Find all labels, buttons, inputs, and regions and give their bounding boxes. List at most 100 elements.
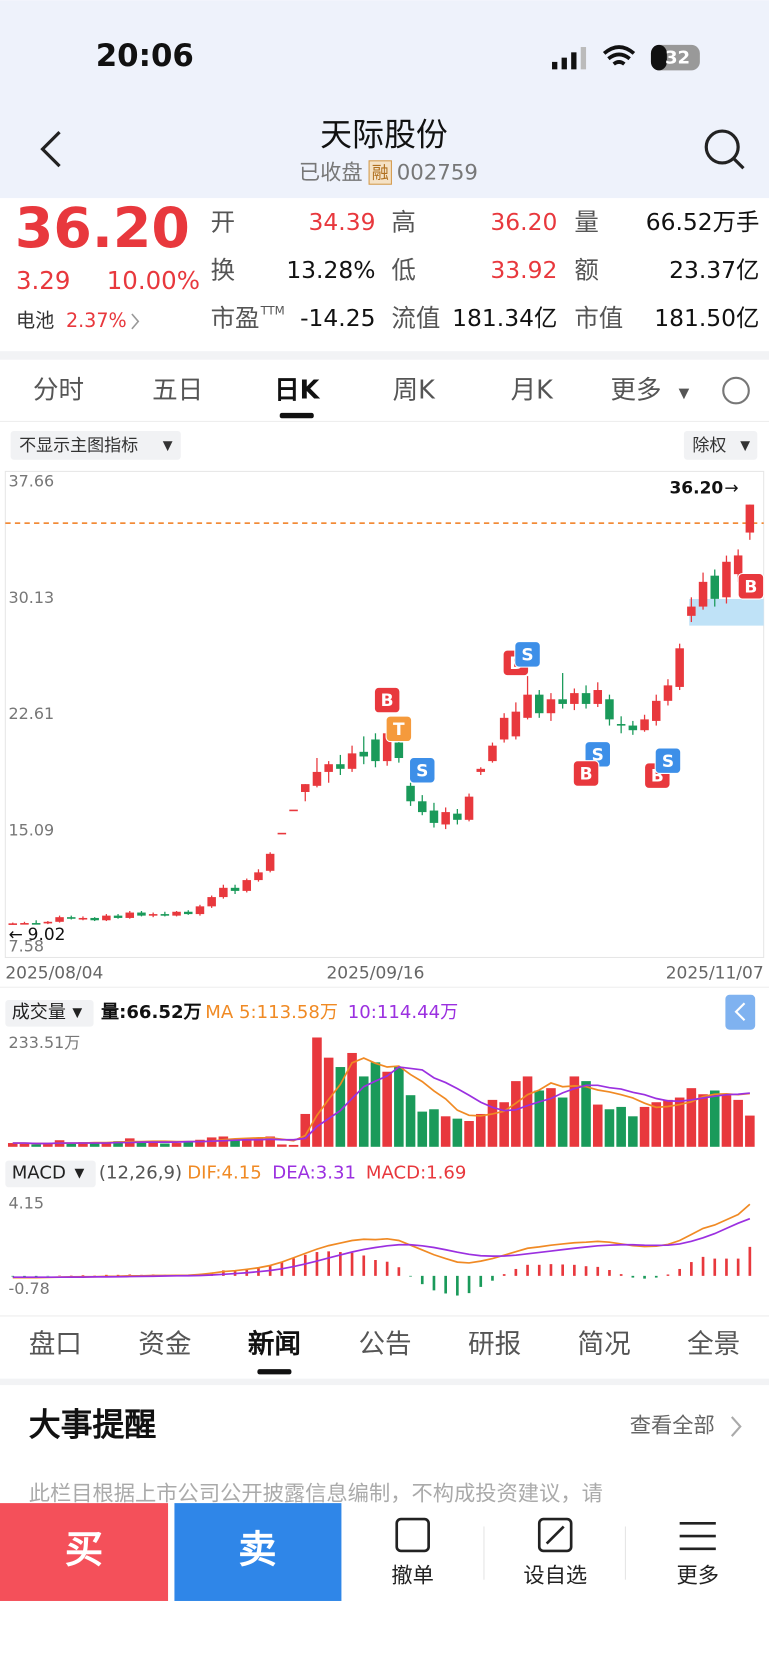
watch-text[interactable]: 设自选 bbox=[523, 1564, 587, 1589]
candle-body bbox=[394, 742, 404, 759]
volume-bar bbox=[31, 1144, 41, 1147]
trade-marker-label: S bbox=[416, 761, 428, 781]
period-tab[interactable]: 日K bbox=[274, 376, 321, 406]
min-arrow: ← bbox=[9, 925, 23, 945]
y-tick-label: 15.09 bbox=[9, 820, 55, 839]
change: 3.29 bbox=[16, 266, 70, 295]
candle-body bbox=[312, 771, 322, 786]
x-tick-label: 2025/09/16 bbox=[326, 963, 424, 983]
period-tabs: 分时 五日 日K 周K 月K 更多 ▼ bbox=[33, 376, 690, 419]
trade-marker[interactable] bbox=[408, 756, 436, 784]
field-label: 量 bbox=[574, 208, 598, 237]
period-tab[interactable]: 月K bbox=[511, 376, 555, 406]
info-tab[interactable]: 新闻 bbox=[248, 1329, 301, 1360]
dropdown-caret: ▼ bbox=[740, 438, 750, 453]
margin-tag-box bbox=[368, 160, 392, 185]
candle-body bbox=[616, 724, 626, 726]
macd-line bbox=[12, 1203, 751, 1279]
tab-indicator bbox=[257, 1369, 292, 1375]
period-tab[interactable]: 更多 bbox=[611, 376, 662, 406]
collapse-button[interactable] bbox=[725, 994, 756, 1030]
trade-marker[interactable] bbox=[654, 747, 682, 775]
candle-body bbox=[31, 923, 41, 925]
volume-bar bbox=[358, 1076, 369, 1147]
back-button[interactable] bbox=[40, 130, 61, 168]
candle-body bbox=[605, 699, 614, 720]
candle-body bbox=[20, 923, 29, 925]
macd-button[interactable] bbox=[5, 1160, 96, 1188]
legend-entry: DIF:4.15 bbox=[187, 1162, 262, 1183]
candle-body bbox=[254, 872, 263, 881]
x-tick-label: 2025/08/04 bbox=[5, 963, 103, 983]
battery-text: 32 bbox=[665, 48, 690, 69]
volume-bar bbox=[452, 1118, 463, 1147]
search-handle bbox=[732, 157, 745, 170]
period-tab[interactable]: 五日 bbox=[152, 376, 203, 406]
trade-marker[interactable] bbox=[385, 715, 413, 743]
candle-body bbox=[371, 739, 380, 762]
volume-bar bbox=[592, 1104, 603, 1147]
trade-marker-label: B bbox=[580, 765, 593, 785]
volume-bar bbox=[230, 1138, 240, 1147]
settings-button[interactable] bbox=[722, 376, 750, 405]
info-tab[interactable]: 公告 bbox=[358, 1329, 411, 1360]
see-all[interactable]: 查看全部 bbox=[630, 1414, 715, 1439]
period-tab[interactable]: 分时 bbox=[33, 376, 84, 406]
trade-marker[interactable] bbox=[737, 572, 765, 600]
candle-body bbox=[535, 694, 544, 714]
volume-bar bbox=[347, 1052, 357, 1147]
more-icon bbox=[679, 1521, 716, 1551]
candle-body bbox=[733, 555, 743, 575]
candle-body bbox=[511, 711, 521, 737]
volume-bar bbox=[43, 1143, 53, 1147]
more-text[interactable]: 更多 bbox=[676, 1564, 719, 1589]
legend-label: 成交量 bbox=[12, 1002, 66, 1023]
sell-button[interactable] bbox=[174, 1503, 342, 1601]
volume-bar bbox=[241, 1139, 252, 1147]
candle-body bbox=[687, 606, 696, 616]
adjust-button[interactable] bbox=[683, 430, 758, 460]
search-button[interactable] bbox=[704, 129, 740, 165]
field-label: 市盈 bbox=[211, 303, 260, 332]
candle-body bbox=[710, 575, 720, 599]
cancel-text[interactable]: 撤单 bbox=[391, 1564, 434, 1589]
legend-entry: MA 5:113.58万 bbox=[205, 1002, 338, 1023]
period-tab[interactable]: 周K bbox=[393, 376, 437, 406]
buy-button[interactable] bbox=[0, 1503, 169, 1601]
volume-bar bbox=[312, 1037, 322, 1147]
volume-bar bbox=[335, 1067, 346, 1147]
volume-bar bbox=[323, 1057, 334, 1147]
info-tab[interactable]: 全景 bbox=[687, 1329, 740, 1360]
info-tab[interactable]: 盘口 bbox=[29, 1329, 82, 1360]
candle-body bbox=[675, 648, 684, 687]
section-note: 此栏目根据上市公司公开披露信息编制，不构成投资建议，请 bbox=[29, 1482, 603, 1507]
trade-marker-label: S bbox=[521, 645, 533, 665]
trade-marker[interactable] bbox=[373, 686, 401, 714]
signal bbox=[552, 47, 587, 70]
volume-bar bbox=[546, 1088, 556, 1147]
info-tab[interactable]: 简况 bbox=[578, 1329, 631, 1360]
separator bbox=[0, 351, 769, 360]
volume-bar bbox=[148, 1140, 158, 1147]
candle-body bbox=[160, 914, 170, 916]
volume-bar bbox=[405, 1095, 416, 1147]
candle-body bbox=[593, 690, 603, 704]
candle-body bbox=[476, 768, 486, 772]
volume-button[interactable] bbox=[5, 1000, 94, 1027]
trade-marker[interactable] bbox=[572, 760, 600, 787]
volume-bar bbox=[78, 1142, 88, 1147]
indicator-button[interactable] bbox=[10, 430, 181, 460]
candle-body bbox=[242, 880, 252, 891]
candle-body bbox=[558, 699, 567, 704]
info-tab[interactable]: 资金 bbox=[138, 1329, 191, 1360]
min-label: 9.02 bbox=[28, 925, 66, 945]
candle-body bbox=[55, 917, 64, 922]
volume-bar bbox=[698, 1094, 708, 1147]
info-tab[interactable]: 研报 bbox=[468, 1329, 521, 1360]
theme-pct: 2.37% bbox=[66, 309, 127, 332]
trade-marker[interactable] bbox=[514, 641, 541, 668]
candle-body bbox=[67, 917, 76, 919]
watch-pen bbox=[545, 1525, 565, 1545]
volume-bar bbox=[686, 1088, 697, 1147]
